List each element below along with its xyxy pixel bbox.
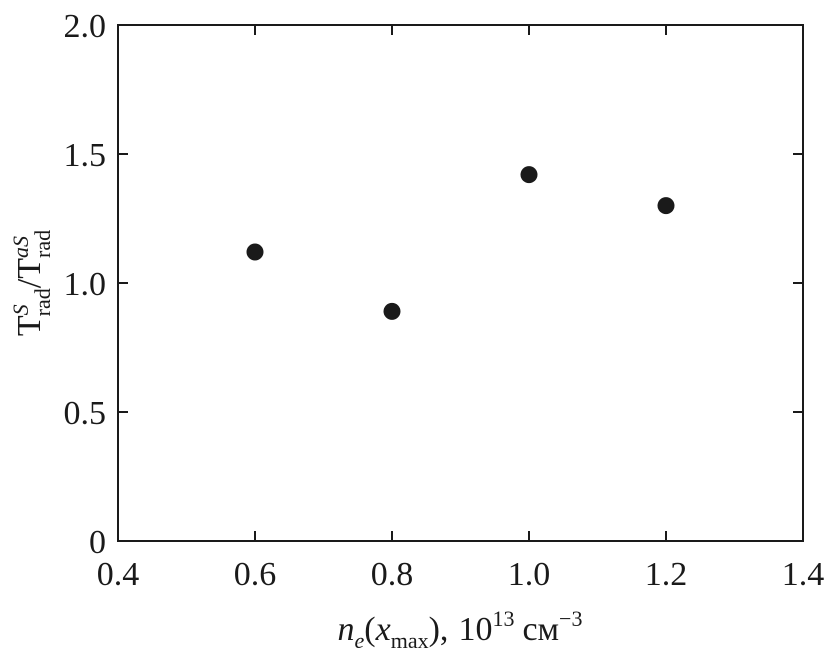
data-point bbox=[657, 197, 675, 215]
plot-frame bbox=[117, 24, 804, 542]
data-points bbox=[246, 166, 675, 320]
data-point bbox=[520, 166, 538, 184]
x-tick-label: 0.8 bbox=[371, 556, 414, 593]
y-tick-label: 1.5 bbox=[64, 137, 107, 174]
x-tick-label: 0.4 bbox=[97, 556, 140, 593]
x-axis-label: ne(xmax), 1013 см−3 bbox=[338, 606, 583, 651]
data-point bbox=[383, 302, 401, 320]
y-tick-label: 2.0 bbox=[64, 8, 107, 45]
y-tick-label: 0 bbox=[89, 524, 106, 561]
data-point bbox=[246, 243, 264, 261]
y-axis-label: TSrad/TaSrad bbox=[8, 230, 55, 336]
x-tick-label: 1.4 bbox=[782, 556, 825, 593]
x-axis-ticks: 0.4 0.6 0.8 1.0 1.2 1.4 bbox=[97, 25, 825, 593]
y-axis-ticks: 0 0.5 1.0 1.5 2.0 bbox=[64, 8, 803, 561]
y-tick-label: 1.0 bbox=[64, 266, 107, 303]
x-tick-label: 1.0 bbox=[508, 556, 551, 593]
x-tick-label: 1.2 bbox=[645, 556, 688, 593]
y-tick-label: 0.5 bbox=[64, 395, 107, 432]
x-tick-label: 0.6 bbox=[234, 556, 277, 593]
